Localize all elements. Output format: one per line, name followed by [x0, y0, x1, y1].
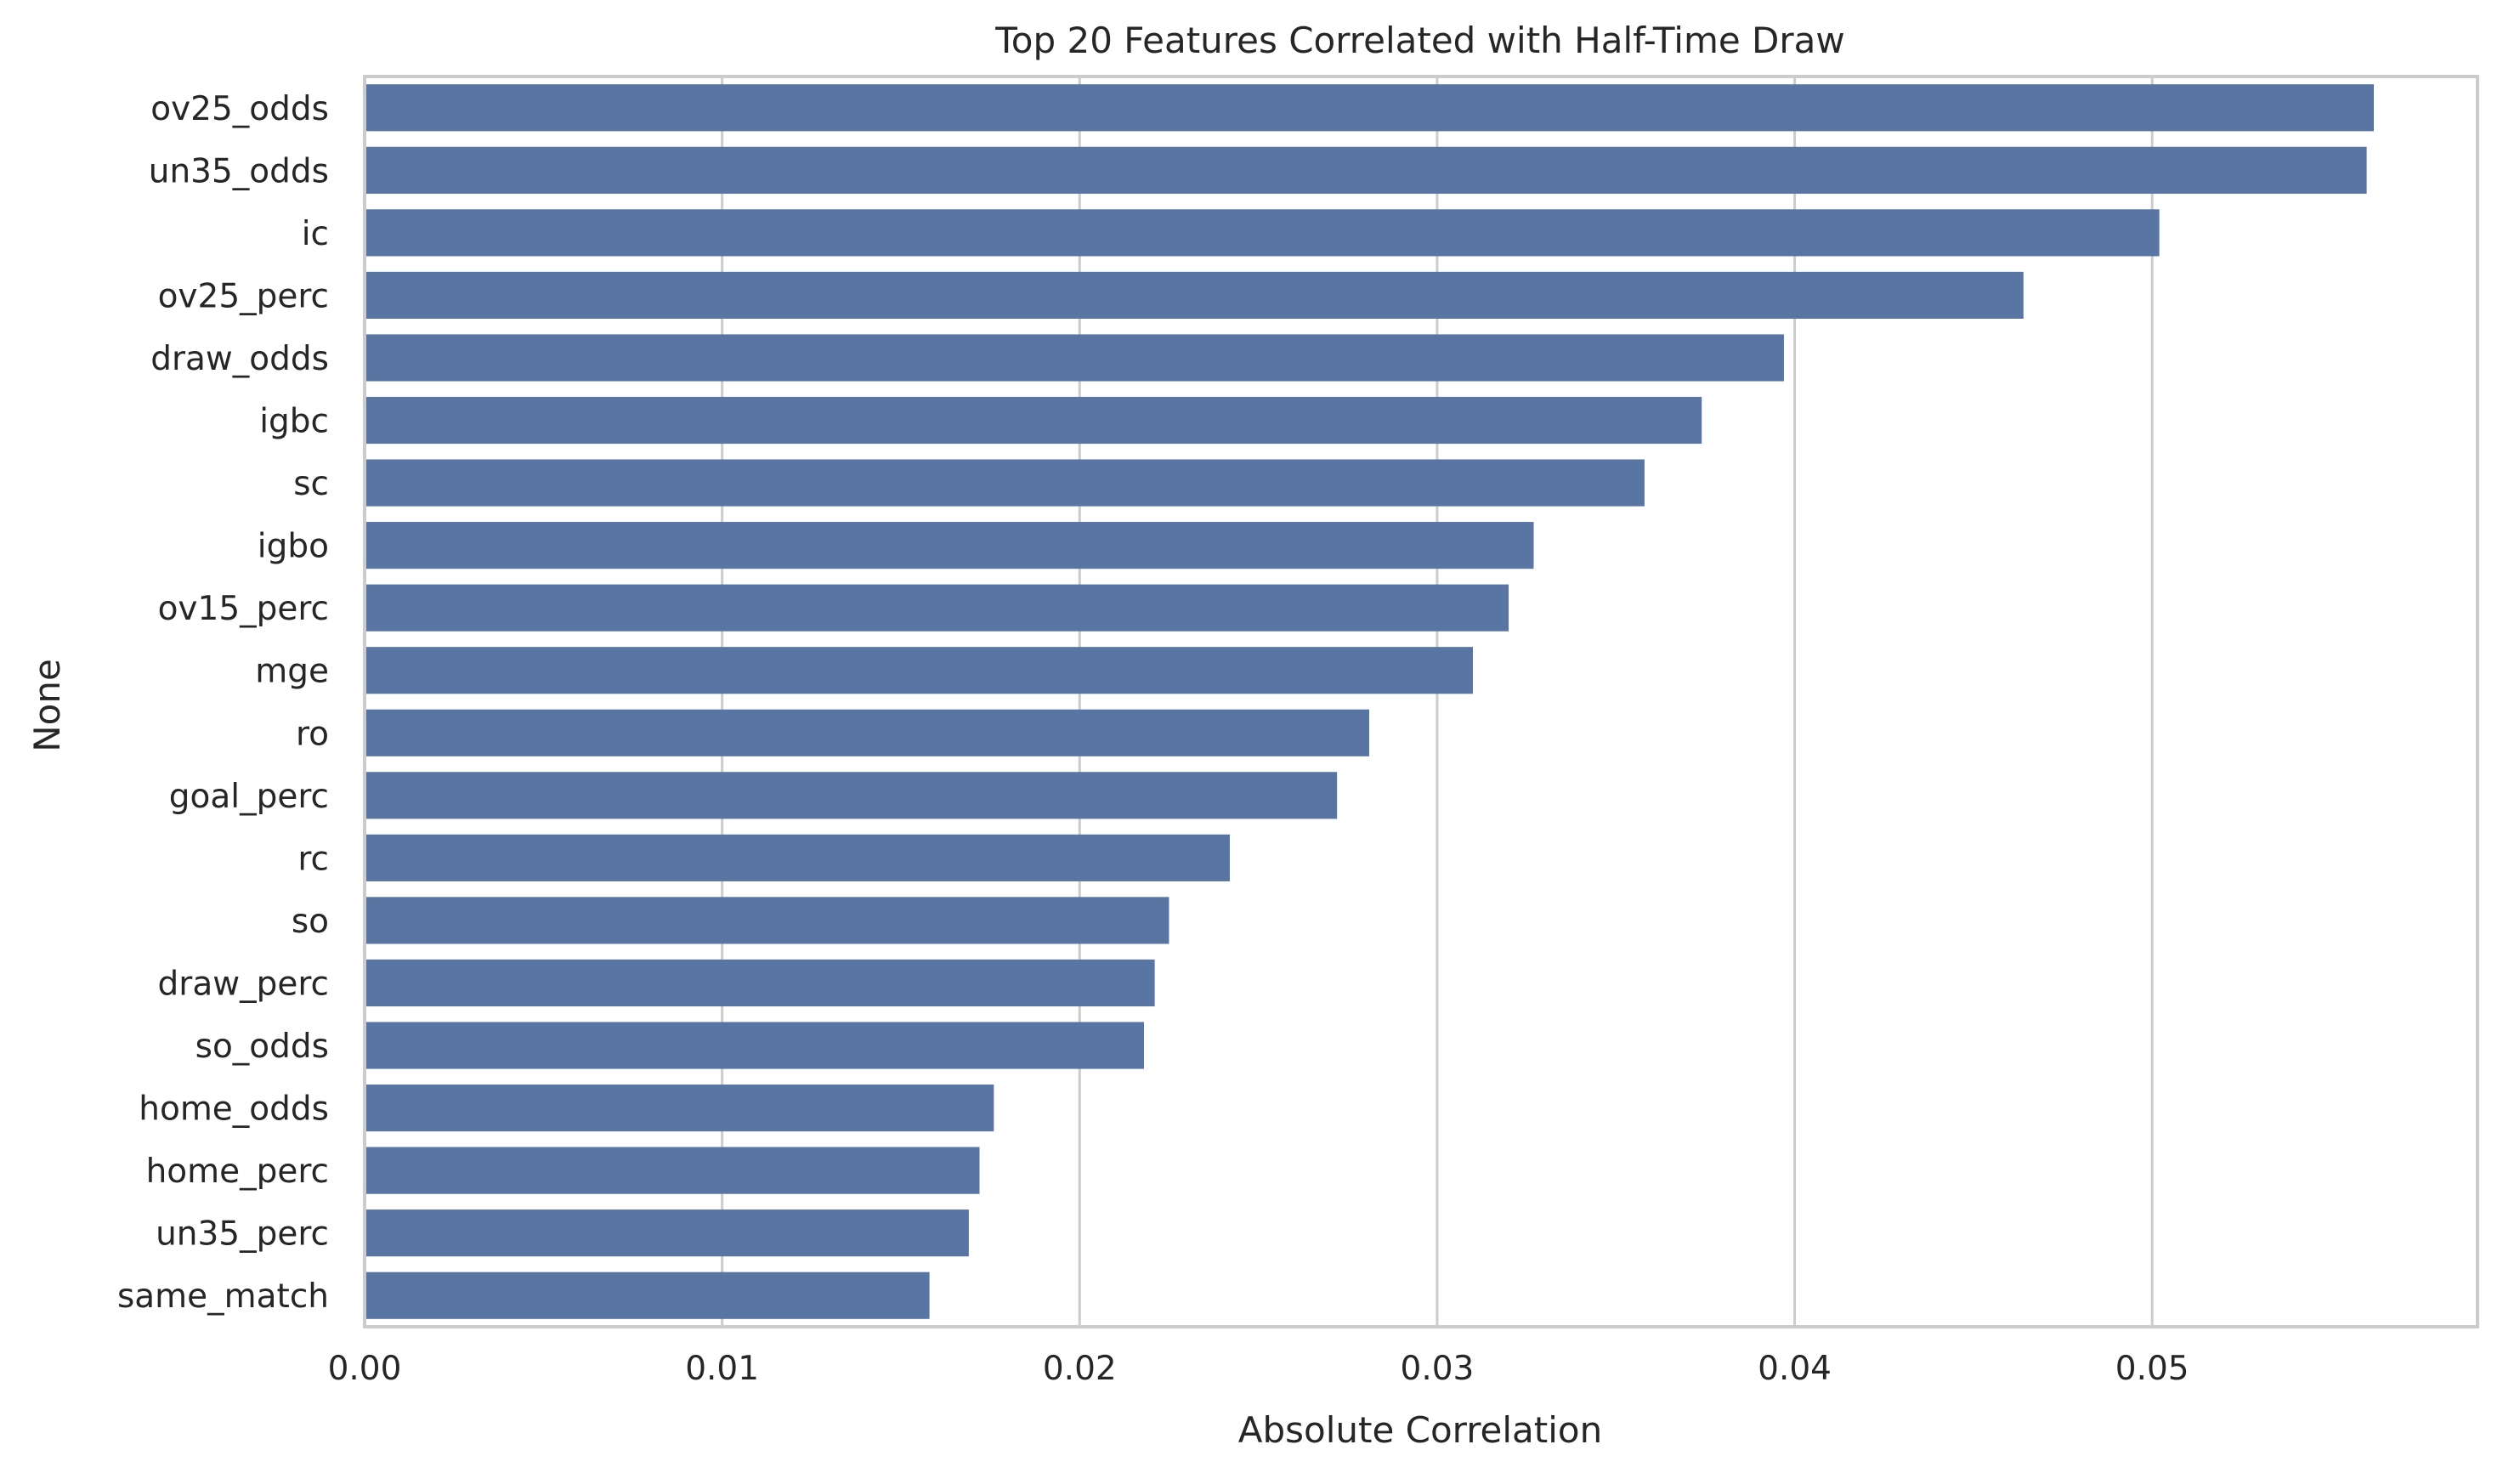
- y-tick-label: home_odds: [139, 1090, 329, 1129]
- bar-un35_perc: [365, 1209, 969, 1257]
- grid-layer: [363, 76, 2154, 1327]
- x-axis-label: Absolute Correlation: [1238, 1409, 1603, 1451]
- y-tick-label: draw_perc: [158, 965, 329, 1003]
- y-tick-label: sc: [293, 465, 329, 503]
- x-tick-label: 0.04: [1758, 1350, 1832, 1388]
- y-tick-label: igbo: [258, 528, 329, 566]
- y-tick-label: so_odds: [195, 1028, 329, 1066]
- bar-so: [365, 897, 1169, 944]
- y-tick-label: un35_perc: [156, 1215, 329, 1254]
- y-tick-label: draw_odds: [150, 340, 329, 378]
- y-tick-label: rc: [297, 840, 329, 878]
- y-tick-label: same_match: [117, 1277, 329, 1316]
- bar-mge: [365, 647, 1473, 694]
- y-tick-label: so: [292, 903, 329, 941]
- bar-ov25_perc: [365, 271, 2024, 320]
- x-tick-label: 0.05: [2115, 1350, 2189, 1388]
- bar-sc: [365, 459, 1645, 507]
- x-tick-label: 0.03: [1401, 1350, 1475, 1388]
- bar-goal_perc: [365, 772, 1338, 819]
- bar-un35_odds: [365, 146, 2367, 194]
- bar-draw_perc: [365, 959, 1155, 1007]
- axis-ticks: 0.00 0.01 0.02 0.03 0.04 0.05 ov25_odds un35_od…: [117, 90, 2189, 1388]
- bar-igbo: [365, 522, 1534, 569]
- bar-ov25_odds: [365, 84, 2375, 132]
- y-tick-label: home_perc: [146, 1153, 329, 1191]
- y-tick-label: goal_perc: [169, 778, 329, 816]
- bar-ro: [365, 709, 1370, 756]
- x-tick-label: 0.02: [1043, 1350, 1117, 1388]
- y-tick-label: ov25_perc: [158, 277, 329, 315]
- bar-so_odds: [365, 1022, 1145, 1069]
- bar-rc: [365, 834, 1230, 881]
- y-tick-label: mge: [255, 653, 329, 691]
- bar-draw_odds: [365, 334, 1784, 382]
- bar-home_perc: [365, 1147, 980, 1194]
- bar-layer: [365, 84, 2375, 1319]
- plot-frame: [363, 75, 2479, 1328]
- bar-home_odds: [365, 1084, 994, 1132]
- y-tick-label: un35_odds: [149, 152, 329, 190]
- y-tick-label: ov25_odds: [150, 90, 329, 128]
- bar-igbc: [365, 396, 1702, 445]
- bar-ic: [365, 209, 2160, 257]
- bar-same_match: [365, 1272, 930, 1319]
- y-tick-label: igbc: [259, 403, 329, 441]
- chart-title: Top 20 Features Correlated with Half-Tim…: [994, 20, 1845, 61]
- bar-ov15_perc: [365, 584, 1509, 632]
- y-axis-label: None: [26, 659, 68, 752]
- plot-border: [363, 75, 2479, 1328]
- y-tick-label: ov15_perc: [158, 590, 329, 628]
- y-tick-label: ro: [296, 715, 329, 753]
- x-tick-label: 0.00: [328, 1350, 402, 1388]
- x-tick-label: 0.01: [685, 1350, 759, 1388]
- y-tick-label: ic: [302, 215, 329, 253]
